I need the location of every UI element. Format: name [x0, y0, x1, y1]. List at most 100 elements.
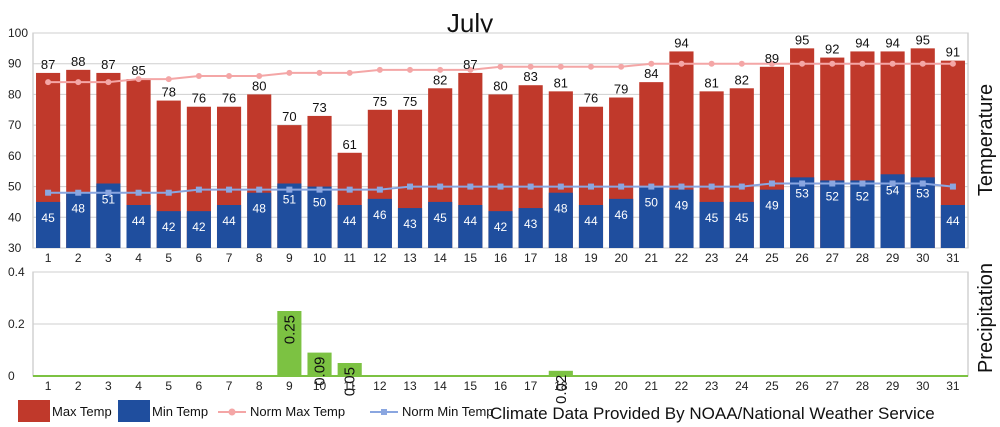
temperature-x-tick: 15 — [464, 251, 478, 265]
min-temp-bar — [156, 211, 181, 248]
min-temp-bar — [578, 205, 604, 248]
norm-max-point — [919, 60, 926, 67]
max-temp-label: 75 — [373, 94, 387, 109]
max-temp-label: 94 — [855, 35, 869, 50]
temperature-x-tick: 4 — [135, 251, 142, 265]
temperature-x-tick: 13 — [403, 251, 417, 265]
precipitation-bar — [307, 352, 332, 376]
temperature-x-tick: 18 — [554, 251, 568, 265]
norm-max-point — [437, 66, 444, 73]
min-temp-label: 44 — [464, 214, 478, 228]
min-temp-label: 45 — [705, 211, 719, 225]
min-temp-label: 42 — [192, 220, 206, 234]
norm-max-point — [256, 73, 263, 79]
precipitation-x-tick: 7 — [226, 379, 233, 393]
legend: Max Temp Min Temp Norm Max Temp Norm Min Te… — [18, 400, 494, 422]
min-temp-label: 44 — [584, 214, 598, 228]
min-temp-label: 43 — [524, 217, 538, 231]
temperature-tick-label: 60 — [8, 149, 22, 163]
min-temp-bar — [488, 211, 513, 248]
min-temp-bar — [126, 205, 151, 248]
legend-label: Max Temp — [52, 404, 112, 419]
norm-max-point — [799, 60, 806, 67]
norm-min-point — [437, 183, 444, 190]
max-temp-label: 76 — [222, 91, 236, 106]
norm-min-point — [527, 183, 534, 190]
temperature-x-tick: 14 — [433, 251, 447, 265]
temperature-x-tick: 6 — [196, 251, 203, 265]
min-temp-label: 44 — [343, 214, 357, 228]
precipitation-x-tick: 23 — [705, 379, 719, 393]
precipitation-label: 0.09 — [312, 357, 329, 386]
temperature-x-tick: 29 — [886, 251, 900, 265]
min-temp-bar — [669, 189, 694, 248]
max-temp-label: 91 — [946, 45, 960, 60]
norm-min-point — [678, 183, 685, 190]
min-temp-label: 49 — [675, 199, 689, 213]
precipitation-x-tick: 31 — [946, 379, 960, 393]
norm-min-point — [919, 180, 926, 187]
max-temp-label: 92 — [825, 42, 839, 57]
norm-min-point — [286, 186, 293, 193]
max-temp-label: 95 — [795, 32, 809, 47]
min-temp-bar — [729, 201, 754, 248]
norm-min-point — [346, 186, 353, 193]
min-temp-label: 48 — [554, 202, 568, 216]
temperature-x-tick: 5 — [165, 251, 172, 265]
norm-min-point — [467, 183, 474, 190]
norm-max-point — [195, 73, 202, 79]
precipitation-tick-label: 0 — [8, 369, 15, 383]
max-temp-label: 94 — [885, 35, 899, 50]
min-temp-label: 48 — [253, 202, 267, 216]
max-temp-label: 82 — [735, 72, 749, 87]
norm-min-point — [226, 186, 233, 193]
norm-min-point — [618, 183, 625, 190]
norm-min-point — [135, 189, 142, 196]
norm-max-point — [286, 69, 293, 76]
min-temp-label: 44 — [946, 214, 960, 228]
norm-min-point — [256, 186, 263, 193]
norm-min-point — [768, 180, 775, 187]
min-temp-label: 42 — [162, 220, 176, 234]
min-temp-bar — [36, 201, 61, 248]
min-temp-label: 51 — [102, 193, 116, 207]
min-temp-label: 50 — [645, 196, 659, 210]
norm-min-point — [45, 189, 52, 196]
max-temp-label: 87 — [463, 57, 477, 72]
precipitation-x-tick: 26 — [795, 379, 809, 393]
min-temp-bar — [820, 180, 845, 248]
precipitation-x-tick: 15 — [464, 379, 478, 393]
min-temp-bar — [367, 198, 392, 248]
norm-max-point — [497, 63, 504, 70]
max-temp-label: 81 — [704, 75, 718, 90]
precipitation-x-tick: 22 — [675, 379, 689, 393]
min-temp-label: 46 — [373, 208, 387, 222]
norm-max-point — [768, 60, 775, 67]
min-temp-bar — [247, 192, 272, 248]
precipitation-label: 0.25 — [281, 315, 298, 344]
temperature-x-tick: 26 — [795, 251, 809, 265]
norm-max-point — [949, 60, 956, 67]
temperature-x-tick: 27 — [826, 251, 840, 265]
min-temp-bar — [186, 211, 211, 248]
precipitation-label: 0.02 — [553, 375, 570, 404]
temperature-x-tick: 21 — [645, 251, 659, 265]
precipitation-x-tick: 12 — [373, 379, 387, 393]
norm-max-point — [135, 76, 142, 83]
temperature-x-tick: 8 — [256, 251, 263, 265]
precipitation-x-tick: 14 — [433, 379, 447, 393]
min-temp-bar — [910, 177, 935, 248]
temperature-x-tick: 1 — [45, 251, 52, 265]
max-temp-label: 87 — [101, 57, 115, 72]
min-temp-label: 53 — [916, 186, 930, 200]
norm-min-point — [75, 189, 82, 196]
min-temp-label: 52 — [826, 189, 840, 203]
norm-min-point — [829, 180, 836, 187]
norm-min-point — [165, 189, 172, 196]
min-temp-bar — [216, 205, 242, 248]
temperature-x-tick: 20 — [614, 251, 628, 265]
norm-min-point — [949, 183, 956, 190]
max-temp-label: 79 — [614, 82, 628, 97]
temperature-tick-label: 30 — [8, 241, 22, 255]
